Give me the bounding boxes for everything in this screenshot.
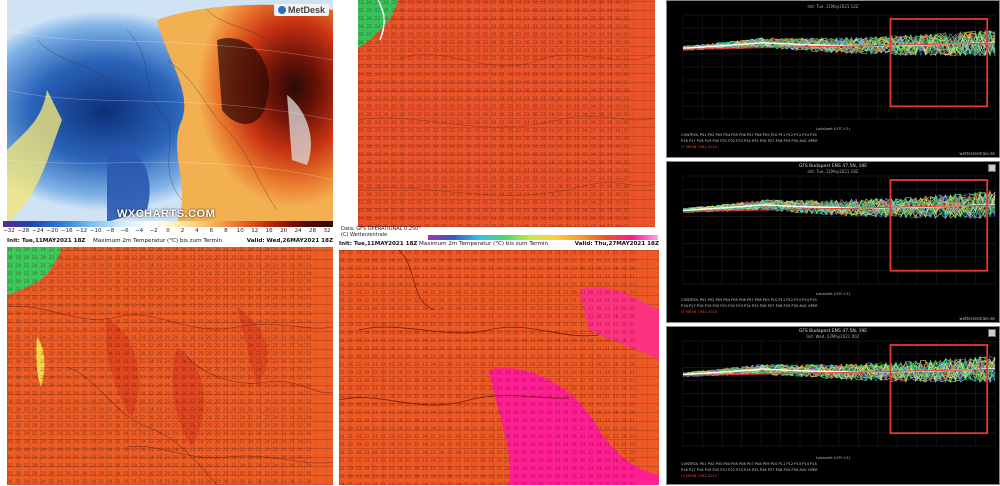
scale-tick-label: −2	[149, 228, 158, 234]
scale-tick-label: 16	[265, 228, 273, 234]
scale-tick-label: 2	[180, 228, 185, 234]
map-d-meta: Data: GFS OPERATIONAL 0.250° (C) Wetterz…	[341, 226, 661, 239]
coastline-top	[358, 0, 655, 196]
ensemble-chart-2: GFS Budapest ENS 47.5N, 19E Init: Tue, 1…	[666, 161, 1000, 323]
chart-3-xlabel: Lokalzeit (UTC+2)	[815, 455, 851, 460]
chart-3-legend-row1: CONTROL P01 P02 P03 P04 P05 P06 P07 P08 …	[681, 462, 817, 466]
coastline-bottom-center	[339, 250, 659, 485]
chart-1-watermark: wetterzentrale.de	[959, 151, 995, 156]
chart-3-title: GFS Budapest ENS 47.5N, 19E	[798, 329, 868, 334]
chart-2-watermark: wetterzentrale.de	[959, 316, 995, 321]
metdesk-logo: MetDesk	[273, 4, 329, 16]
scale-tick-label: −32	[3, 228, 15, 234]
highlight-box	[889, 179, 989, 272]
scale-tick-label: 32	[323, 228, 331, 234]
map-c-header: Init: Tue,11MAY2021 18Z Maximum 2m Tempe…	[7, 238, 333, 247]
wxcharts-watermark: WXCHARTS.COM	[117, 208, 216, 220]
chart-2-xlabel: Lokalzeit (UTC+2)	[815, 291, 851, 296]
chart-1-xlabel: Lokalzeit (UTC+2)	[815, 126, 851, 131]
scale-tick-label: −10	[89, 228, 102, 234]
map-d-color-scale	[428, 235, 658, 240]
scale-tick-label: 6	[209, 228, 214, 234]
map-d-header: Init: Tue,11MAY2021 18Z Maximum 2m Tempe…	[339, 241, 659, 250]
chart-1-legend-row1: CONTROL P01 P02 P03 P04 P05 P06 P07 P08 …	[681, 133, 817, 137]
scale-tick-label: −8	[106, 228, 115, 234]
ensemble-member-line	[682, 30, 996, 55]
gfs-map-top: 21 24 21 24 21 24 21 24 21 24 21 24 21 2…	[358, 0, 655, 227]
globe-icon	[277, 6, 286, 14]
scale-tick-label: 28	[309, 228, 317, 234]
map-d-credit: (C) Wetterzentrale	[341, 231, 388, 238]
chart-1-legend-row3: LT MEAN 1981-2010	[681, 145, 718, 149]
longterm-mean-line	[682, 42, 996, 50]
longterm-mean-line	[683, 368, 996, 377]
scale-tick-label: −20	[46, 228, 59, 234]
longterm-mean-line	[682, 204, 996, 213]
chart-2-init: Init: Tue, 11May2021 18Z	[807, 169, 859, 174]
map-c-title: Maximum 2m Temperatur (°C) bis zum Termi…	[93, 238, 223, 244]
scale-tick-label: −16	[61, 228, 73, 234]
map-d-valid: Valid: Thu,27MAY2021 18Z	[574, 241, 659, 247]
gfs-map-bottom-center: 19 22 19 22 19 22 19 22 19 22 19 22 19 2…	[339, 250, 659, 485]
ensemble-member-line	[682, 32, 996, 56]
chart-2-legend-row2: P16 P17 P18 P19 P20 P21 P22 P23 P24 P25 …	[681, 304, 818, 308]
scale-tick-label: 12	[251, 228, 259, 234]
scale-tick-label: −6	[120, 228, 129, 234]
chart-2-menu-icon[interactable]	[988, 164, 996, 172]
map-d-data-line: Data: GFS OPERATIONAL 0.250°	[341, 226, 421, 232]
chart-1-legend-row2: P16 P17 P18 P19 P20 P21 P22 P23 P24 P25 …	[681, 139, 818, 143]
scale-tick-label: 0	[166, 228, 170, 234]
chart-2-legend-row3: LT MEAN 1981-2010	[681, 310, 718, 314]
chart-1-plot	[682, 14, 996, 120]
scale-tick-label: −28	[17, 228, 30, 234]
coastline-bottom-left	[7, 247, 333, 485]
chart-3-legend: CONTROL P01 P02 P03 P04 P05 P06 P07 P08 …	[681, 461, 985, 479]
ensemble-member-line	[682, 358, 996, 380]
scale-tick-label: −12	[75, 228, 88, 234]
chart-2-legend: CONTROL P01 P02 P03 P04 P05 P06 P07 P08 …	[681, 297, 985, 315]
map-c-valid: Valid: Wed,26MAY2021 18Z	[246, 238, 333, 244]
scale-tick-label: 4	[195, 228, 199, 234]
chart-1-legend: CONTROL P01 P02 P03 P04 P05 P06 P07 P08 …	[681, 132, 985, 150]
map-d-title: Maximum 2m Temperatur (°C) bis zum Termi…	[419, 241, 549, 247]
ensemble-member-line	[682, 31, 996, 54]
anomaly-color-scale	[3, 221, 333, 227]
highlight-box	[889, 18, 989, 108]
chart-3-init: Init: Wed, 12May2021 00Z	[806, 334, 860, 339]
scale-tick-label: 24	[294, 228, 302, 234]
map-d-init: Init: Tue,11MAY2021 18Z	[339, 241, 418, 247]
anomaly-scale-ticks: −32 −28 −24 −20 −16 −12 −10 −8 −6 −4 −2 0 2 4 6 8 10 12 16…	[3, 228, 333, 236]
ensemble-chart-1: Init: Tue, 11May2021 12Z Lokalzeit (UTC+…	[666, 0, 1000, 158]
ensemble-member-line	[682, 359, 996, 382]
scale-tick-label: 20	[280, 228, 288, 234]
anomaly-map-panel: MetDesk WXCHARTS.COM	[7, 0, 333, 222]
scale-tick-label: −24	[32, 228, 44, 234]
ensemble-member-line	[682, 194, 996, 218]
scale-tick-label: −4	[135, 228, 144, 234]
chart-1-init: Init: Tue, 11May2021 12Z	[807, 4, 859, 9]
chart-3-legend-row3: LT MEAN 1981-2010	[681, 474, 718, 478]
ensemble-chart-3: GFS Budapest ENS 47.5N, 19E Init: Wed, 1…	[666, 326, 1000, 485]
map-c-init: Init: Tue,11MAY2021 18Z	[7, 238, 86, 244]
chart-2-plot	[682, 175, 996, 285]
chart-2-title: GFS Budapest ENS 47.5N, 19E	[798, 164, 868, 169]
chart-3-plot	[682, 340, 996, 447]
chart-3-menu-icon[interactable]	[988, 329, 996, 337]
ensemble-member-line	[682, 358, 996, 382]
chart-2-legend-row1: CONTROL P01 P02 P03 P04 P05 P06 P07 P08 …	[681, 298, 817, 302]
anomaly-map	[7, 0, 333, 222]
scale-tick-label: 8	[224, 228, 228, 234]
scale-tick-label: 10	[236, 228, 244, 234]
gfs-map-bottom-left: 19 22 19 22 19 22 19 22 19 22 19 22 19 2…	[7, 247, 333, 485]
chart-3-legend-row2: P16 P17 P18 P19 P20 P21 P22 P23 P24 P25 …	[681, 468, 818, 472]
ensemble-member-line	[683, 33, 996, 57]
highlight-box	[889, 344, 989, 435]
